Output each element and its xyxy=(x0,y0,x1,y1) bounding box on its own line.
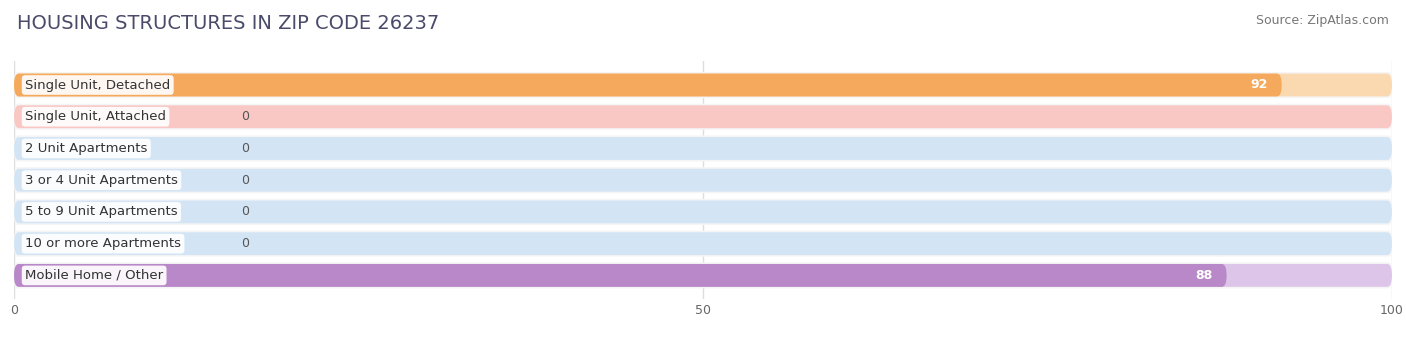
Text: 88: 88 xyxy=(1195,269,1213,282)
Text: 10 or more Apartments: 10 or more Apartments xyxy=(25,237,181,250)
Text: 0: 0 xyxy=(242,205,249,218)
Text: Source: ZipAtlas.com: Source: ZipAtlas.com xyxy=(1256,14,1389,27)
Text: Single Unit, Detached: Single Unit, Detached xyxy=(25,79,170,91)
Text: 3 or 4 Unit Apartments: 3 or 4 Unit Apartments xyxy=(25,174,179,187)
FancyBboxPatch shape xyxy=(14,73,1392,97)
FancyBboxPatch shape xyxy=(14,201,1392,223)
Text: 5 to 9 Unit Apartments: 5 to 9 Unit Apartments xyxy=(25,205,177,218)
FancyBboxPatch shape xyxy=(14,232,1392,255)
FancyBboxPatch shape xyxy=(14,135,1392,161)
FancyBboxPatch shape xyxy=(14,169,1392,192)
FancyBboxPatch shape xyxy=(14,72,1392,98)
Text: 0: 0 xyxy=(242,174,249,187)
Text: 0: 0 xyxy=(242,110,249,123)
Text: Mobile Home / Other: Mobile Home / Other xyxy=(25,269,163,282)
FancyBboxPatch shape xyxy=(14,137,1392,160)
FancyBboxPatch shape xyxy=(14,264,1392,287)
FancyBboxPatch shape xyxy=(14,264,1226,287)
FancyBboxPatch shape xyxy=(14,231,1392,257)
Text: 2 Unit Apartments: 2 Unit Apartments xyxy=(25,142,148,155)
FancyBboxPatch shape xyxy=(14,73,1282,97)
FancyBboxPatch shape xyxy=(14,105,1392,128)
Text: 92: 92 xyxy=(1250,79,1268,91)
FancyBboxPatch shape xyxy=(14,199,1392,225)
FancyBboxPatch shape xyxy=(14,104,1392,130)
Text: 0: 0 xyxy=(242,237,249,250)
Text: Single Unit, Attached: Single Unit, Attached xyxy=(25,110,166,123)
Text: 0: 0 xyxy=(242,142,249,155)
FancyBboxPatch shape xyxy=(14,167,1392,193)
Text: HOUSING STRUCTURES IN ZIP CODE 26237: HOUSING STRUCTURES IN ZIP CODE 26237 xyxy=(17,14,439,33)
FancyBboxPatch shape xyxy=(14,262,1392,288)
